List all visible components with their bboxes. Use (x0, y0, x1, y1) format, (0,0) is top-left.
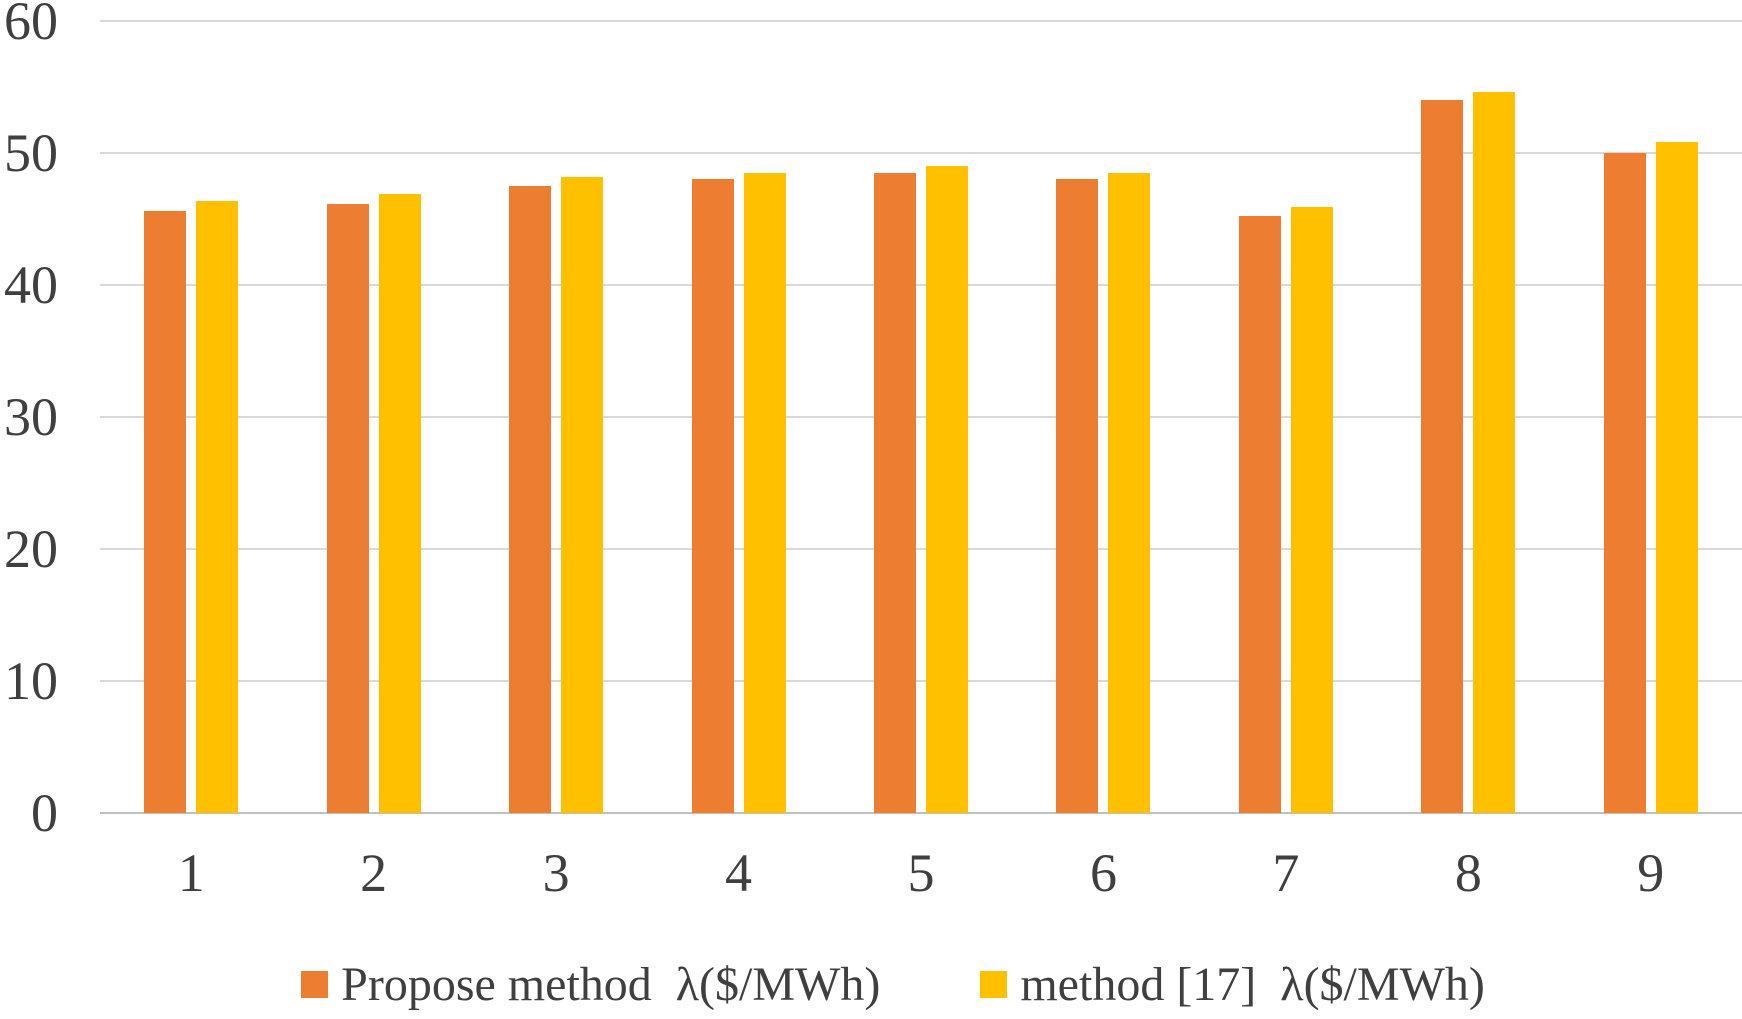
bar-method-17-cat6 (1108, 172, 1151, 813)
x-tick-label-4: 4 (725, 843, 753, 903)
bar-propose-method-cat5 (874, 172, 916, 813)
legend-label-method-17: method [17] λ($/MWh) (1020, 957, 1485, 1011)
legend-item-propose-method: Propose method λ($/MWh) (301, 957, 880, 1012)
x-tick-label-2: 2 (360, 843, 388, 903)
bar-propose-method-cat9 (1603, 153, 1646, 813)
y-tick-label-20: 20 (4, 519, 58, 579)
bar-method-17-cat9 (1655, 142, 1698, 813)
x-tick-label-9: 9 (1637, 843, 1665, 903)
gridline-60 (100, 20, 1742, 22)
gridline-20 (100, 548, 1742, 550)
bar-propose-method-cat2 (326, 204, 369, 813)
gridline-40 (100, 284, 1742, 286)
y-tick-label-40: 40 (4, 255, 58, 315)
bar-method-17-cat7 (1290, 207, 1333, 813)
bar-method-17-cat5 (926, 166, 968, 813)
x-tick-label-8: 8 (1454, 843, 1482, 903)
legend-swatch-propose-method (301, 970, 329, 998)
y-tick-label-60: 60 (4, 0, 58, 51)
gridline-50 (100, 152, 1742, 154)
gridline-30 (100, 416, 1742, 418)
bar-method-17-cat2 (378, 193, 421, 813)
legend-label-propose-method: Propose method λ($/MWh) (341, 957, 881, 1011)
bar-propose-method-cat3 (509, 186, 552, 813)
x-tick-label-5: 5 (907, 843, 935, 903)
y-tick-label-0: 0 (31, 783, 58, 843)
x-axis-line (100, 812, 1742, 814)
bar-propose-method-cat1 (144, 211, 187, 813)
y-tick-label-50: 50 (4, 123, 58, 183)
bar-method-17-cat8 (1473, 92, 1516, 813)
y-tick-label-30: 30 (4, 387, 58, 447)
legend-item-method-17: method [17] λ($/MWh) (980, 957, 1485, 1012)
x-tick-label-6: 6 (1089, 843, 1117, 903)
x-tick-label-1: 1 (177, 843, 205, 903)
bar-method-17-cat3 (561, 176, 604, 813)
y-tick-label-10: 10 (4, 651, 58, 711)
bar-propose-method-cat6 (1056, 179, 1099, 813)
bar-method-17-cat4 (743, 172, 786, 813)
gridline-10 (100, 680, 1742, 682)
bar-propose-method-cat8 (1421, 100, 1464, 813)
legend-swatch-method-17 (980, 970, 1008, 998)
legend: Propose method λ($/MWh) method [17] λ($/… (0, 948, 1742, 1019)
bar-propose-method-cat4 (691, 179, 734, 813)
bar-method-17-cat1 (196, 200, 239, 813)
x-tick-label-7: 7 (1272, 843, 1300, 903)
x-tick-label-3: 3 (542, 843, 570, 903)
bar-propose-method-cat7 (1238, 216, 1281, 813)
